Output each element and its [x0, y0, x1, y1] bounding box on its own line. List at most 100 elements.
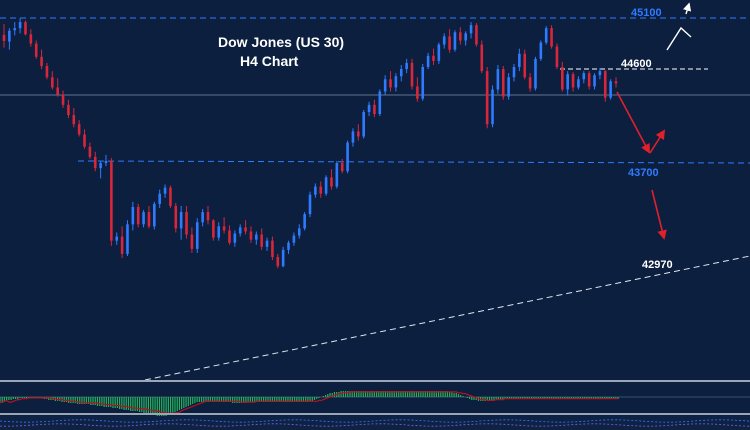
- candle-body: [459, 32, 462, 41]
- candle-body: [373, 104, 376, 115]
- candle-body: [120, 236, 124, 254]
- candle-body: [303, 214, 306, 229]
- candle-body: [416, 86, 419, 99]
- lower-indicator-line: [0, 419, 750, 423]
- candle-body: [469, 25, 473, 34]
- candle-body: [319, 186, 323, 194]
- candle-body: [142, 212, 145, 225]
- candle-body: [480, 44, 484, 72]
- candle-body: [222, 226, 226, 231]
- candle-body: [340, 163, 344, 172]
- candle-body: [163, 187, 167, 194]
- candle-body: [179, 212, 183, 229]
- candle-body: [93, 156, 97, 169]
- candle-body: [174, 205, 178, 229]
- candle-body: [51, 77, 54, 88]
- candle-body: [351, 131, 355, 143]
- candle-body: [217, 226, 221, 238]
- candle-body: [324, 177, 328, 194]
- level-label-42970: 42970: [642, 259, 673, 271]
- candle-body: [614, 81, 618, 84]
- candle-body: [61, 94, 65, 105]
- projection-arrow-down-1: [616, 91, 650, 154]
- candle-body: [357, 131, 360, 137]
- candle-body: [244, 227, 247, 232]
- lower-indicator-strip: [0, 416, 750, 430]
- candle-body: [346, 142, 349, 172]
- candle-body: [201, 212, 204, 223]
- projection-arrow-up: [649, 129, 666, 154]
- candle-body: [550, 28, 553, 47]
- candles-group: [2, 18, 618, 269]
- candle-body: [297, 228, 301, 236]
- candle-body: [367, 104, 371, 112]
- candle-body: [67, 104, 70, 116]
- candle-body: [77, 124, 81, 135]
- candle-body: [212, 220, 215, 238]
- candle-body: [195, 222, 199, 249]
- candle-body: [330, 177, 333, 187]
- candle-body: [2, 34, 6, 41]
- candle-body: [45, 66, 49, 78]
- level-label-44600: 44600: [621, 58, 652, 70]
- candle-body: [491, 89, 494, 125]
- candle-body: [609, 81, 612, 98]
- candle-body: [534, 58, 537, 89]
- candle-body: [249, 231, 253, 240]
- candle-body: [104, 161, 108, 164]
- projection-arrow-down-2: [651, 189, 667, 240]
- lower-indicator-lines: [0, 419, 750, 427]
- candle-body: [394, 76, 398, 88]
- candle-body: [577, 79, 580, 88]
- candle-body: [40, 56, 43, 67]
- candle-body: [528, 77, 532, 89]
- candle-body: [29, 34, 33, 44]
- candle-body: [72, 115, 76, 125]
- candle-body: [362, 111, 365, 137]
- candle-body: [18, 22, 22, 29]
- candle-body: [206, 212, 210, 221]
- candle-body: [233, 233, 237, 243]
- candle-body: [582, 73, 586, 80]
- candle-body: [153, 203, 156, 227]
- candle-body: [314, 186, 317, 195]
- candle-body: [378, 91, 382, 115]
- candle-body: [56, 87, 59, 95]
- candle-body: [571, 74, 575, 88]
- candle-body: [88, 146, 92, 157]
- support-line-43700: [77, 160, 750, 164]
- candle-body: [158, 193, 161, 204]
- candle-body: [464, 33, 467, 41]
- candle-body: [518, 53, 521, 68]
- candle-body: [13, 28, 17, 31]
- candle-body: [190, 234, 194, 249]
- candle-body: [281, 249, 285, 267]
- candle-body: [24, 22, 27, 35]
- candle-body: [453, 32, 457, 50]
- candle-body: [169, 187, 172, 206]
- macd-signal-line: [0, 391, 618, 414]
- candle-body: [566, 74, 569, 90]
- candle-body: [136, 206, 140, 225]
- candle-body: [432, 55, 435, 61]
- candle-body: [8, 30, 11, 42]
- candle-body: [83, 134, 86, 147]
- candle-body: [238, 227, 242, 234]
- candle-body: [110, 161, 113, 241]
- candle-body: [126, 224, 129, 254]
- candle-body: [276, 257, 280, 267]
- candle-body: [561, 67, 564, 90]
- candle-body: [512, 67, 516, 78]
- candle-body: [131, 206, 135, 225]
- candle-body: [271, 240, 274, 258]
- candle-body: [260, 234, 263, 247]
- candle-body: [265, 240, 269, 247]
- candle-body: [523, 53, 527, 78]
- candle-body: [544, 28, 548, 43]
- candle-body: [593, 75, 596, 87]
- candle-body: [485, 71, 489, 125]
- candle-body: [308, 194, 312, 215]
- macd-histogram: [0, 391, 619, 416]
